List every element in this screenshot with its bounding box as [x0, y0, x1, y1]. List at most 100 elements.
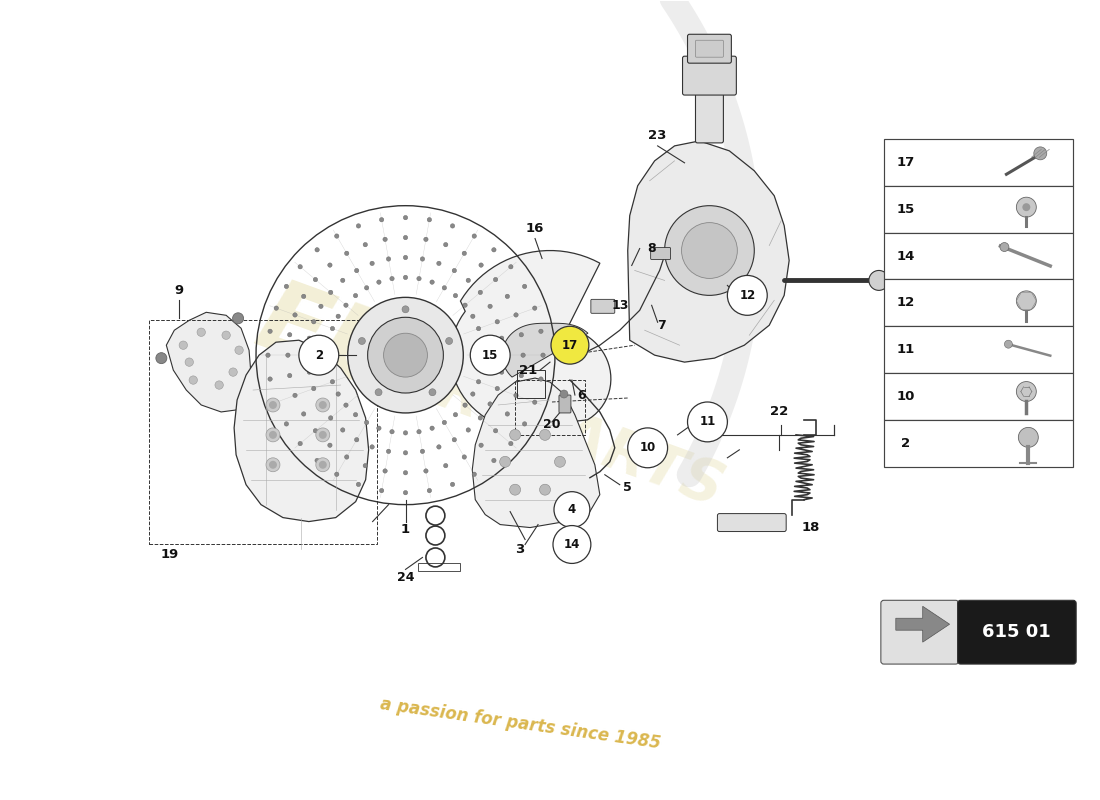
Circle shape	[471, 335, 510, 375]
Circle shape	[453, 413, 458, 417]
Circle shape	[437, 445, 441, 449]
Text: 20: 20	[543, 418, 561, 431]
Circle shape	[328, 443, 332, 447]
Polygon shape	[234, 340, 368, 522]
Text: 12: 12	[896, 296, 915, 310]
Circle shape	[376, 280, 381, 284]
Circle shape	[476, 326, 481, 330]
Circle shape	[334, 472, 339, 477]
Text: 17: 17	[896, 156, 915, 169]
Circle shape	[386, 257, 390, 261]
Circle shape	[541, 353, 546, 358]
Circle shape	[356, 482, 361, 486]
Circle shape	[430, 426, 434, 430]
Circle shape	[336, 314, 340, 318]
Circle shape	[499, 456, 510, 467]
Text: 7: 7	[657, 318, 665, 332]
Circle shape	[514, 393, 518, 398]
Circle shape	[156, 353, 167, 364]
Circle shape	[1034, 147, 1047, 160]
Text: 23: 23	[648, 130, 667, 142]
Circle shape	[384, 334, 428, 377]
Text: 10: 10	[639, 442, 656, 454]
Circle shape	[480, 339, 484, 344]
Circle shape	[266, 353, 271, 358]
Circle shape	[266, 458, 279, 472]
Circle shape	[478, 443, 483, 447]
FancyBboxPatch shape	[682, 56, 736, 95]
Text: 12: 12	[739, 289, 756, 302]
FancyBboxPatch shape	[958, 600, 1076, 664]
Circle shape	[514, 313, 518, 317]
Circle shape	[522, 422, 527, 426]
Circle shape	[404, 255, 408, 260]
Circle shape	[443, 463, 448, 468]
Circle shape	[664, 206, 755, 295]
Circle shape	[443, 242, 448, 247]
Circle shape	[532, 400, 537, 404]
Circle shape	[311, 386, 316, 390]
Circle shape	[314, 429, 318, 433]
Circle shape	[453, 294, 458, 298]
Circle shape	[424, 237, 428, 242]
Circle shape	[353, 413, 358, 417]
Text: 615 01: 615 01	[982, 623, 1052, 641]
Text: 9: 9	[175, 284, 184, 297]
Circle shape	[270, 431, 277, 439]
Circle shape	[446, 338, 452, 345]
Circle shape	[179, 341, 187, 350]
Circle shape	[452, 438, 456, 442]
Text: 5: 5	[624, 481, 632, 494]
Circle shape	[462, 251, 466, 255]
Text: 24: 24	[397, 571, 415, 584]
Circle shape	[319, 401, 327, 409]
Circle shape	[330, 379, 334, 384]
Text: 14: 14	[896, 250, 915, 262]
Circle shape	[235, 346, 243, 354]
Circle shape	[869, 270, 889, 290]
Circle shape	[301, 412, 306, 416]
Circle shape	[404, 450, 408, 455]
Circle shape	[466, 278, 471, 282]
Text: 3: 3	[516, 543, 525, 556]
Bar	[883, 373, 1074, 420]
Circle shape	[370, 261, 374, 266]
Bar	[883, 233, 1074, 279]
Text: 19: 19	[161, 548, 178, 561]
Circle shape	[327, 339, 331, 344]
Circle shape	[284, 284, 288, 289]
Circle shape	[1016, 382, 1036, 402]
Text: 16: 16	[526, 222, 544, 235]
Circle shape	[286, 353, 290, 358]
Text: 21: 21	[519, 364, 537, 377]
Circle shape	[316, 428, 330, 442]
Circle shape	[379, 218, 384, 222]
Text: 4: 4	[568, 503, 576, 516]
Bar	[883, 326, 1074, 373]
Polygon shape	[628, 141, 789, 362]
Circle shape	[336, 392, 340, 396]
Circle shape	[519, 374, 524, 378]
Circle shape	[505, 294, 509, 298]
Circle shape	[628, 428, 668, 468]
Circle shape	[402, 306, 409, 313]
Polygon shape	[895, 606, 949, 642]
Circle shape	[404, 470, 408, 475]
FancyBboxPatch shape	[695, 89, 724, 143]
Circle shape	[185, 358, 194, 366]
Circle shape	[1000, 242, 1009, 251]
Circle shape	[682, 222, 737, 278]
Circle shape	[376, 426, 381, 430]
Text: 11: 11	[896, 343, 915, 356]
Circle shape	[424, 469, 428, 473]
FancyBboxPatch shape	[717, 514, 786, 531]
Circle shape	[344, 403, 349, 407]
Circle shape	[509, 484, 520, 495]
Bar	[883, 139, 1074, 186]
Circle shape	[688, 402, 727, 442]
Circle shape	[521, 353, 526, 358]
Text: ROPARTS: ROPARTS	[429, 362, 732, 518]
Circle shape	[301, 294, 306, 298]
Circle shape	[500, 353, 505, 358]
Circle shape	[367, 318, 443, 393]
